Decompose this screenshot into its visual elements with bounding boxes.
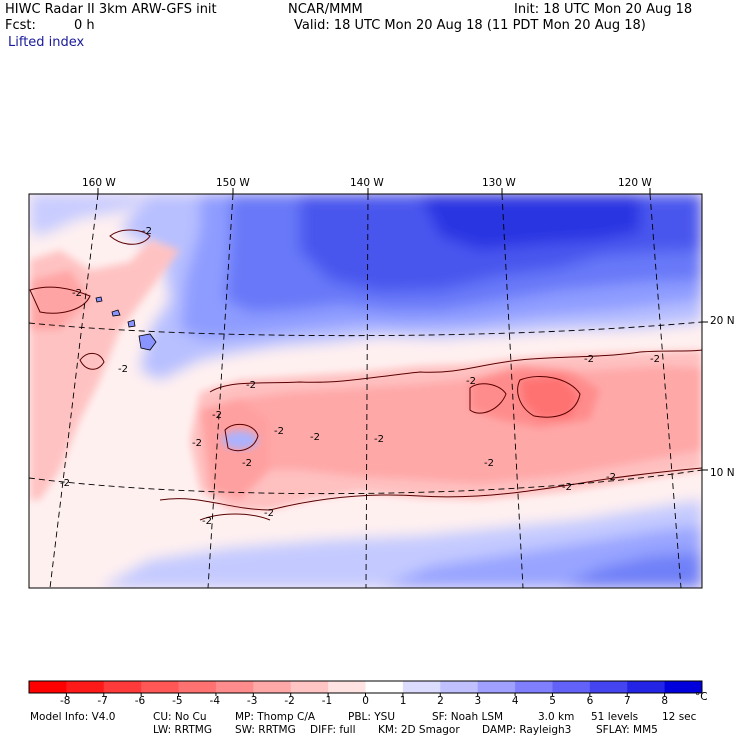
contour-label: -2 — [310, 432, 320, 443]
lon-label-150w: 150 W — [216, 177, 250, 189]
colorbar-swatch — [253, 681, 292, 693]
colorbar-tick-label: 2 — [437, 695, 444, 707]
contour-label: -2 — [202, 516, 212, 527]
contour-label: -2 — [274, 426, 284, 437]
colorbar-swatch — [664, 681, 703, 693]
colorbar-tick-label: -8 — [59, 695, 71, 707]
colorbar-tick-label: 4 — [511, 695, 519, 707]
contour-label: -2 — [192, 438, 202, 449]
colorbar-swatch — [290, 681, 329, 693]
footer-mp: MP: Thomp C/A — [235, 711, 316, 723]
colorbar-tick-label: 8 — [661, 695, 669, 707]
contour-label: -2 — [584, 354, 594, 365]
footer-lw: LW: RRTMG — [153, 724, 212, 736]
colorbar-swatch — [627, 681, 666, 693]
footer-model-info: Model Info: V4.0 — [30, 711, 116, 723]
footer-sw: SW: RRTMG — [235, 724, 296, 736]
footer-pbl: PBL: YSU — [348, 711, 396, 723]
contour-label: -2 — [264, 508, 274, 519]
contour-label: -2 — [118, 364, 128, 375]
init-time: Init: 18 UTC Mon 20 Aug 18 — [514, 2, 693, 17]
contour-label: -2 — [142, 226, 152, 237]
contour-label: -2 — [72, 288, 82, 299]
contour-label: -2 — [242, 458, 252, 469]
colorbar-tick-label: 7 — [624, 695, 631, 707]
colorbar-swatch — [477, 681, 516, 693]
lon-label-120w: 120 W — [618, 177, 652, 189]
colorbar-tick-label: -5 — [172, 695, 183, 707]
colorbar-tick-label: 3 — [474, 695, 482, 707]
footer-timestep: 12 sec — [662, 711, 697, 723]
contour-label: -2 — [650, 354, 660, 365]
colorbar-swatch — [178, 681, 217, 693]
footer-sf: SF: Noah LSM — [432, 711, 504, 723]
colorbar-tick-label: -7 — [97, 695, 108, 707]
footer-grid: 3.0 km — [538, 711, 575, 723]
colorbar-swatch — [552, 681, 591, 693]
lon-label-160w: 160 W — [82, 177, 116, 189]
colorbar-tick-label: -6 — [134, 695, 146, 707]
contour-label: -2 — [212, 410, 222, 421]
lifted-index-field: -2 -2 -2 -2 -2 -2 -2 -2 -2 -2 -2 -2 -2 -… — [29, 194, 702, 588]
colorbar — [28, 680, 703, 696]
footer-sflay: SFLAY: MM5 — [596, 724, 658, 736]
colorbar-tick-label: 0 — [362, 695, 369, 707]
contour-label: -2 — [60, 478, 70, 489]
colorbar-tick-label: -3 — [246, 695, 258, 707]
lon-label-140w: 140 W — [350, 177, 384, 189]
footer-damp: DAMP: Rayleigh3 — [482, 724, 572, 736]
footer-diff: DIFF: full — [310, 724, 356, 736]
footer-km: KM: 2D Smagor — [378, 724, 460, 736]
title-left: HIWC Radar II 3km ARW-GFS init — [5, 2, 217, 17]
colorbar-tick-label: -1 — [321, 695, 333, 707]
colorbar-tick-label: 6 — [586, 695, 594, 707]
colorbar-swatch — [440, 681, 479, 693]
colorbar-swatch — [589, 681, 628, 693]
footer-levels: 51 levels — [591, 711, 639, 723]
contour-label: -2 — [374, 434, 384, 445]
lat-label-10n: 10 N — [710, 467, 735, 479]
colorbar-swatch — [141, 681, 180, 693]
field-name: Lifted index — [8, 35, 85, 50]
colorbar-swatch — [66, 681, 105, 693]
contour-label: -2 — [562, 482, 572, 493]
colorbar-unit: °C — [695, 691, 708, 703]
colorbar-swatch — [515, 681, 553, 693]
contour-label: -2 — [484, 458, 494, 469]
colorbar-tick-label: -2 — [284, 695, 295, 707]
org-label: NCAR/MMM — [288, 2, 363, 17]
colorbar-tick-label: 1 — [399, 695, 407, 707]
contour-label: -2 — [606, 472, 616, 483]
colorbar-swatch — [215, 681, 254, 693]
colorbar-tick-label: -4 — [209, 695, 221, 707]
colorbar-swatch — [365, 681, 404, 693]
contour-label: -2 — [466, 376, 476, 387]
contour-label: -2 — [246, 380, 256, 391]
colorbar-swatch — [29, 681, 67, 693]
colorbar-swatch — [402, 681, 441, 693]
lon-label-130w: 130 W — [482, 177, 516, 189]
fcst-value: 0 h — [74, 18, 95, 33]
valid-time: Valid: 18 UTC Mon 20 Aug 18 (11 PDT Mon … — [294, 18, 646, 33]
colorbar-swatch — [328, 681, 366, 693]
fcst-label: Fcst: — [5, 18, 36, 33]
lat-label-20n: 20 N — [710, 315, 735, 327]
plot-frame — [28, 193, 703, 589]
footer-cu: CU: No Cu — [153, 711, 207, 723]
colorbar-swatch — [103, 681, 142, 693]
colorbar-tick-label: 5 — [549, 695, 556, 707]
